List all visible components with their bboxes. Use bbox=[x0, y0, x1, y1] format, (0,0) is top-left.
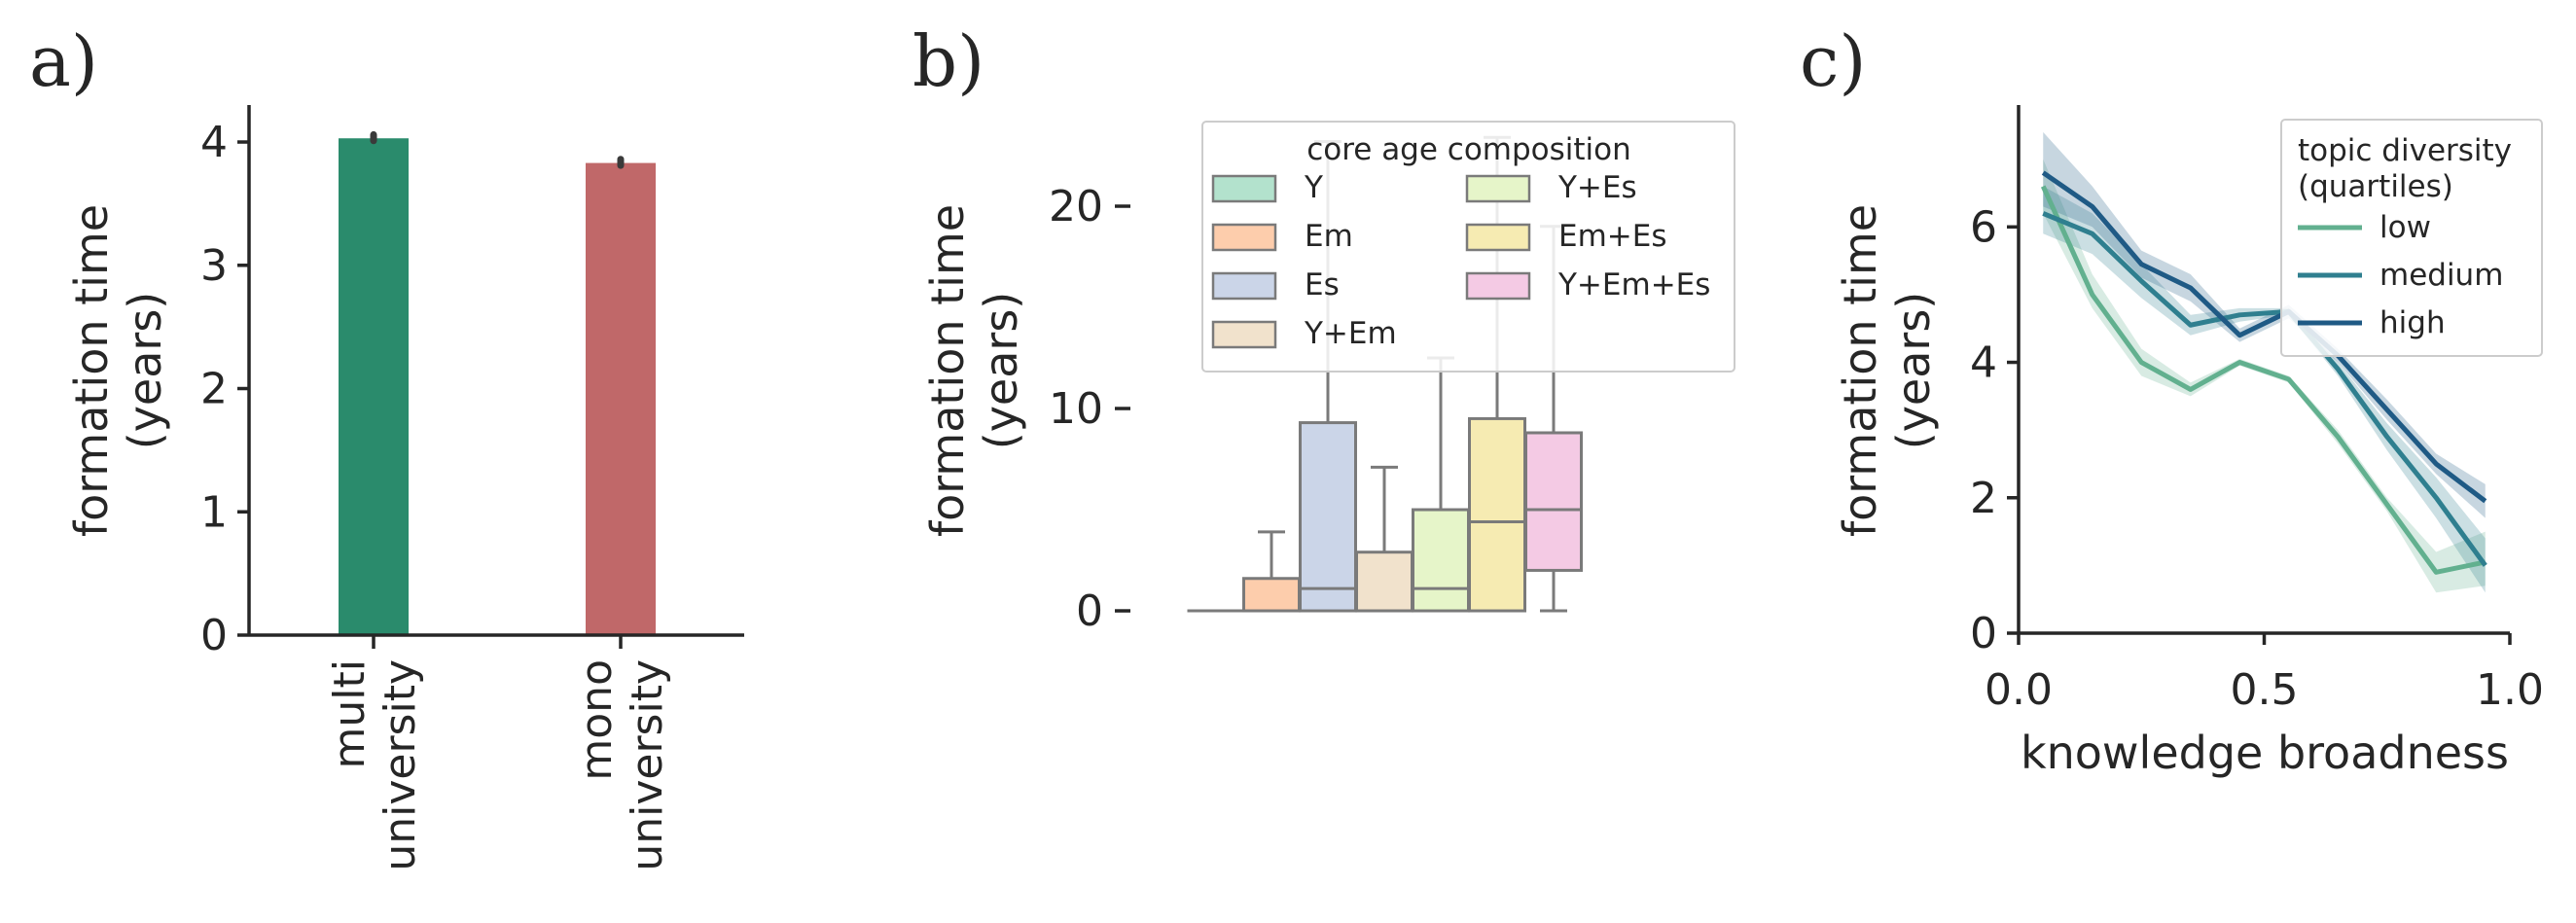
x-tick-label-0-0: multi bbox=[325, 659, 375, 768]
x-tick-label-2: 1.0 bbox=[2476, 665, 2544, 715]
line-low bbox=[2040, 185, 2487, 575]
box-Es bbox=[1299, 421, 1357, 613]
y-tick-label-4: 4 bbox=[200, 118, 228, 167]
panel-a-bars bbox=[339, 130, 656, 635]
y-tick-label-6: 6 bbox=[1970, 202, 1997, 252]
y-tick-label-0: 0 bbox=[1970, 609, 1997, 658]
box-Y-plus-Em bbox=[1355, 550, 1413, 613]
panel-c-legend-title-line-2: (quartiles) bbox=[2298, 169, 2453, 204]
box-Em-plus-Es bbox=[1468, 416, 1526, 613]
x-tick-label-1: 0.5 bbox=[2231, 665, 2299, 715]
line-high bbox=[2041, 170, 2487, 504]
legend-swatch-Y bbox=[1211, 174, 1277, 203]
x-tick-label-1-0: mono bbox=[572, 659, 622, 781]
legend-label-Y-plus-Em: Y+Em bbox=[1304, 316, 1397, 351]
y-tick-label-20: 20 bbox=[1049, 182, 1103, 231]
panel-a-label: a) bbox=[29, 20, 98, 102]
legend-swatch-Em-plus-Es bbox=[1465, 223, 1531, 252]
line-medium bbox=[2042, 211, 2487, 567]
panel-b-legend-title: core age composition bbox=[1306, 132, 1631, 167]
y-tick-label-1: 1 bbox=[200, 487, 228, 537]
legend-swatch-Y-plus-Es bbox=[1465, 174, 1531, 203]
legend-label-Es: Es bbox=[1305, 267, 1340, 302]
box-Y-plus-Es bbox=[1412, 508, 1470, 613]
legend-swatch-Y-plus-Em bbox=[1211, 320, 1277, 349]
bar-mono-university bbox=[586, 162, 656, 635]
y-tick-label-2: 2 bbox=[1970, 474, 1997, 523]
panel-b-legend: core age composition Y Em Es Y+Em Y+Es Em+Es Y… bbox=[1201, 121, 1735, 373]
legend-swatch-Y-plus-Em-plus-Es bbox=[1465, 271, 1531, 301]
panel-a-ylabel: formation time (years) bbox=[65, 204, 171, 537]
y-tick-label-10: 10 bbox=[1049, 384, 1103, 434]
legend-swatch-Es bbox=[1211, 271, 1277, 301]
legend-label-Em: Em bbox=[1305, 219, 1353, 254]
y-tick-label-0: 0 bbox=[1076, 586, 1103, 636]
panel-b-label: b) bbox=[912, 20, 984, 102]
panel-b-ylabel-line-2: (years) bbox=[975, 292, 1027, 449]
legend-swatch-Em bbox=[1211, 223, 1277, 252]
panel-c-ylabel-line-2: (years) bbox=[1887, 292, 1940, 449]
x-tick-label-0: 0.0 bbox=[1985, 665, 2053, 715]
panel-b-ylabel: formation time (years) bbox=[921, 204, 1027, 537]
panel-c: c) formation time (years) knowledge broa… bbox=[1800, 20, 2544, 779]
y-tick-label-3: 3 bbox=[200, 241, 228, 291]
panel-c-xlabel: knowledge broadness bbox=[2021, 727, 2509, 779]
legend-label-Y-plus-Es: Y+Es bbox=[1557, 170, 1637, 205]
panel-b-ylabel-line-1: formation time bbox=[921, 204, 974, 537]
x-tick-label-0-1: university bbox=[376, 659, 425, 871]
legend-label-Y: Y bbox=[1304, 170, 1323, 205]
legend-label-Em-plus-Es: Em+Es bbox=[1558, 219, 1667, 254]
panel-c-legend: topic diversity (quartiles) low medium hig… bbox=[2280, 119, 2543, 357]
y-tick-label-2: 2 bbox=[200, 365, 228, 414]
panel-b: b) formation time (years) 0 10 20 core age… bbox=[912, 20, 1735, 636]
panel-a: a) formation time (years) multi universit… bbox=[29, 20, 744, 871]
panel-c-legend-title-line-1: topic diversity bbox=[2298, 133, 2512, 168]
panel-c-lines bbox=[2040, 170, 2487, 575]
box-Em bbox=[1242, 577, 1301, 613]
band-medium bbox=[2043, 186, 2486, 593]
legend-label-low: low bbox=[2379, 210, 2431, 245]
bar-multi-university bbox=[339, 138, 409, 635]
panel-c-ylabel-line-1: formation time bbox=[1834, 204, 1886, 537]
panel-c-label: c) bbox=[1800, 20, 1866, 102]
panel-a-ylabel-line-1: formation time bbox=[65, 204, 118, 537]
box-Y-plus-Em-plus-Es bbox=[1524, 431, 1583, 572]
panel-a-ylabel-line-2: (years) bbox=[119, 292, 171, 449]
panel-c-ylabel: formation time (years) bbox=[1834, 204, 1940, 537]
y-tick-label-4: 4 bbox=[1970, 338, 1997, 388]
panel-c-axes: 0 2 4 6 0.0 0.5 1.0 bbox=[1970, 105, 2544, 715]
legend-label-Y-plus-Em-plus-Es: Y+Em+Es bbox=[1557, 267, 1710, 302]
y-tick-label-0: 0 bbox=[200, 611, 228, 660]
panel-c-legend-frame bbox=[2280, 119, 2543, 357]
legend-label-high: high bbox=[2379, 305, 2446, 340]
panel-b-boxes bbox=[1187, 135, 1583, 613]
panel-b-axes: 0 10 20 bbox=[1049, 182, 1130, 636]
x-tick-label-1-1: university bbox=[623, 659, 672, 871]
legend-label-medium: medium bbox=[2379, 258, 2503, 293]
